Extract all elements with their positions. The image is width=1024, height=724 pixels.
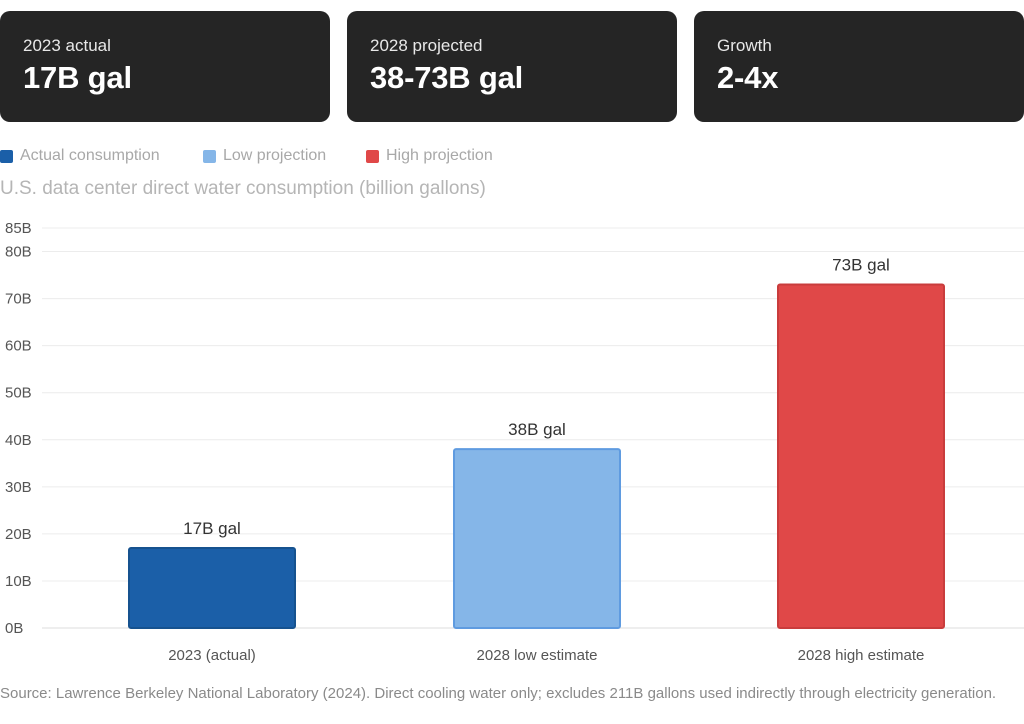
stat-card-2028-projected: 2028 projected 38-73B gal <box>347 11 677 122</box>
x-category-label: 2028 low estimate <box>477 647 598 664</box>
x-category-label: 2023 (actual) <box>168 647 256 664</box>
bar-data-label: 73B gal <box>832 255 890 274</box>
bar <box>453 448 621 629</box>
y-tick-label: 10B <box>5 573 32 590</box>
legend-swatch-high <box>366 150 379 163</box>
y-tick-label: 80B <box>5 244 32 261</box>
y-tick-label: 0B <box>5 620 23 637</box>
legend-swatch-actual <box>0 150 13 163</box>
bar <box>777 283 945 630</box>
legend-swatch-low <box>203 150 216 163</box>
stat-card-label: 2023 actual <box>23 36 111 55</box>
legend-label: Low projection <box>223 147 327 164</box>
bar <box>128 547 296 629</box>
y-tick-label: 40B <box>5 432 32 449</box>
source-note: Source: Lawrence Berkeley National Labor… <box>0 685 997 702</box>
stat-card-label: 2028 projected <box>370 36 483 55</box>
stat-card-value: 17B gal <box>23 60 132 95</box>
stat-card-value: 38-73B gal <box>370 60 524 95</box>
y-tick-label: 70B <box>5 291 32 308</box>
y-tick-label: 30B <box>5 479 32 496</box>
bar-data-label: 17B gal <box>183 519 241 538</box>
stat-card-value: 2-4x <box>717 60 779 95</box>
y-tick-label: 50B <box>5 385 32 402</box>
y-tick-label: 85B <box>5 220 32 237</box>
y-tick-label: 60B <box>5 338 32 355</box>
stat-card-label: Growth <box>717 36 772 55</box>
bar-data-label: 38B gal <box>508 420 566 439</box>
legend-label: High projection <box>386 147 493 164</box>
x-category-label: 2028 high estimate <box>798 647 925 664</box>
stat-card-growth: Growth 2-4x <box>694 11 1024 122</box>
summary-cards: 2023 actual 17B gal 2028 projected 38-73… <box>0 11 1024 123</box>
bar-chart: 0B 10B 20B 30B 40B 50B 60B 70B 80B 85B 17B gal 2023… <box>5 220 1024 664</box>
chart-title: U.S. data center direct water consumptio… <box>0 178 486 199</box>
legend-label: Actual consumption <box>20 147 160 164</box>
stat-card-2023-actual: 2023 actual 17B gal <box>0 11 330 122</box>
y-tick-label: 20B <box>5 526 32 543</box>
